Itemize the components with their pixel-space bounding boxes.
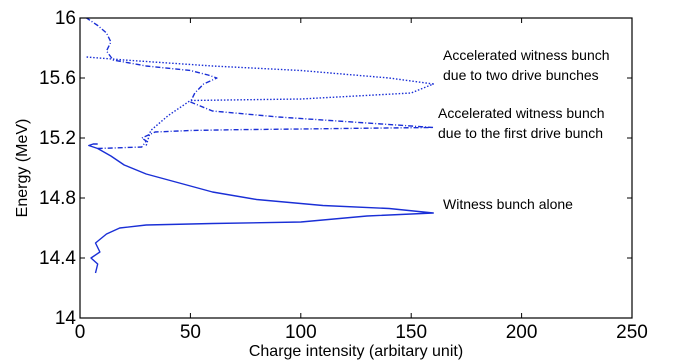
y-tick-label: 15.2	[39, 128, 76, 149]
y-tick-label: 14.4	[39, 248, 76, 269]
y-tick-label: 15.6	[39, 68, 76, 89]
annotation-first-drive: Accelerated witness bunch due to the fir…	[438, 105, 605, 141]
x-tick-label: 50	[180, 322, 201, 343]
tick-layer: 0 50 100 150 200 250 14 14.4 14.8 15.2 15.6 16	[39, 8, 648, 343]
annotation-two-drive-line1: Accelerated witness bunch	[443, 47, 610, 63]
series-line-1	[88, 143, 434, 274]
annotation-first-drive-line1: Accelerated witness bunch	[438, 105, 605, 121]
x-axis-title: Charge intensity (arbitary unit)	[249, 343, 463, 360]
x-tick-label: 250	[616, 322, 648, 343]
series-line-2	[86, 17, 434, 150]
series-layer	[86, 17, 434, 274]
y-axis-title: Energy (MeV)	[14, 119, 31, 218]
plot-frame	[79, 17, 633, 319]
x-tick-label: 0	[75, 322, 86, 343]
annotation-witness-alone: Witness bunch alone	[443, 196, 573, 212]
annotation-two-drive: Accelerated witness bunch due to two dri…	[443, 47, 610, 83]
y-tick-label: 14.8	[39, 188, 76, 209]
annotation-first-drive-line2: due to the first drive bunch	[438, 125, 603, 141]
y-tick-label: 16	[55, 8, 76, 29]
x-tick-label: 150	[395, 322, 427, 343]
series-line-3	[86, 56, 434, 146]
annotation-two-drive-line2: due to two drive bunches	[443, 67, 599, 83]
x-tick-label: 200	[506, 322, 538, 343]
y-tick-label: 14	[55, 308, 77, 329]
x-tick-label: 100	[285, 322, 317, 343]
